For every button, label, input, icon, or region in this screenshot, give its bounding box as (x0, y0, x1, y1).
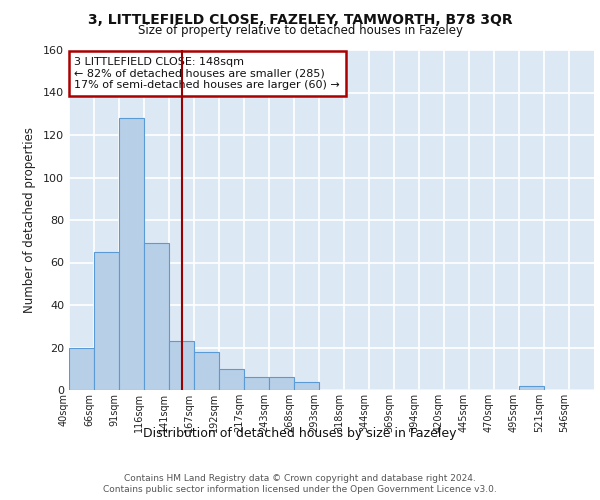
Text: 3 LITTLEFIELD CLOSE: 148sqm
← 82% of detached houses are smaller (285)
17% of se: 3 LITTLEFIELD CLOSE: 148sqm ← 82% of det… (74, 57, 340, 90)
Text: Distribution of detached houses by size in Fazeley: Distribution of detached houses by size … (143, 428, 457, 440)
Bar (519, 386, 544, 390)
Bar (219, 369, 244, 390)
Text: Contains HM Land Registry data © Crown copyright and database right 2024.: Contains HM Land Registry data © Crown c… (124, 474, 476, 483)
Text: Size of property relative to detached houses in Fazeley: Size of property relative to detached ho… (137, 24, 463, 37)
Bar (194, 352, 219, 390)
Y-axis label: Number of detached properties: Number of detached properties (23, 127, 36, 313)
Bar (269, 377, 294, 390)
Bar (169, 341, 194, 390)
Bar (244, 377, 269, 390)
Bar (294, 382, 319, 390)
Text: 3, LITTLEFIELD CLOSE, FAZELEY, TAMWORTH, B78 3QR: 3, LITTLEFIELD CLOSE, FAZELEY, TAMWORTH,… (88, 12, 512, 26)
Bar (94, 252, 119, 390)
Text: Contains public sector information licensed under the Open Government Licence v3: Contains public sector information licen… (103, 485, 497, 494)
Bar (69, 348, 94, 390)
Bar (119, 118, 144, 390)
Bar (144, 244, 169, 390)
